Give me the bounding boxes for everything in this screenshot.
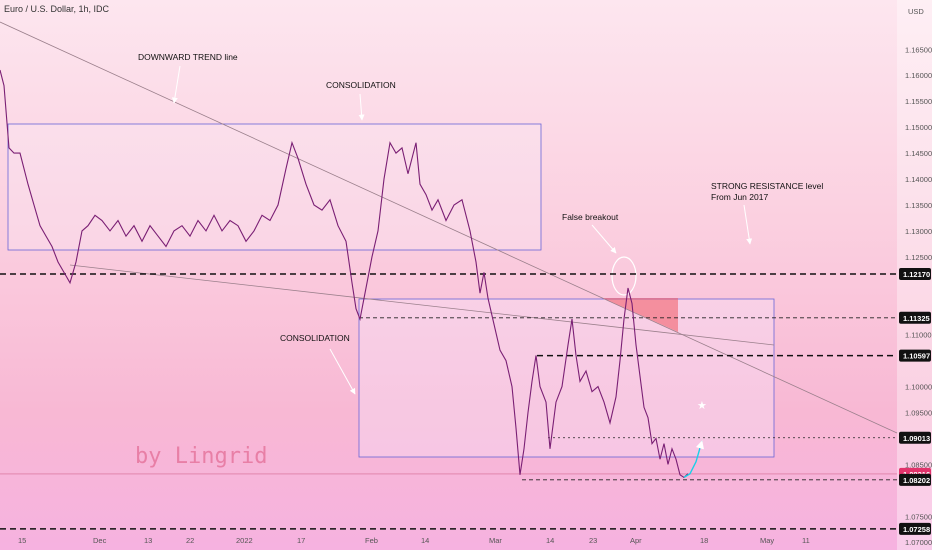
level-badge-label-3: 1.09013 — [903, 434, 930, 443]
x-tick-label: 14 — [421, 536, 429, 545]
star-icon: ★ — [697, 400, 707, 412]
y-tick-label: 1.16000 — [905, 71, 932, 80]
downward-trend-line — [0, 21, 898, 434]
currency-label: USD — [908, 7, 924, 16]
y-tick-label: 1.07500 — [905, 512, 932, 521]
level-badge-label-0: 1.12170 — [903, 270, 930, 279]
levels-layer — [0, 273, 897, 530]
y-axis: 1.16500 1.16000 1.15500 1.15000 1.14500 1.140… — [905, 45, 932, 547]
annotation-consolidation-top: CONSOLIDATION — [326, 80, 396, 90]
level-badge-3 — [899, 431, 931, 444]
x-tick-label: 23 — [589, 536, 597, 545]
chart-title: Euro / U.S. Dollar, 1h, IDC — [4, 4, 110, 14]
level-badge-label-1: 1.11325 — [903, 314, 930, 323]
annotation-resistance-line2: From Jun 2017 — [711, 192, 768, 202]
false-breakout-zone — [603, 298, 678, 332]
level-badge-1 — [899, 311, 931, 324]
y-tick-label: 1.13000 — [905, 227, 932, 236]
y-tick-label: 1.08500 — [905, 460, 932, 469]
y-tick-label: 1.10000 — [905, 383, 932, 392]
y-tick-label: 1.12500 — [905, 253, 932, 262]
x-tick-label: 18 — [700, 536, 708, 545]
x-tick-label: 15 — [18, 536, 26, 545]
x-tick-label: Apr — [630, 536, 642, 545]
level-badge-0 — [899, 267, 931, 280]
y-tick-label: 1.16500 — [905, 45, 932, 54]
x-tick-label: 13 — [144, 536, 152, 545]
annotation-false-breakout: False breakout — [562, 212, 619, 222]
y-tick-label: 1.14500 — [905, 149, 932, 158]
consolidation-box-bottom — [358, 298, 775, 458]
x-tick-label: Dec — [93, 536, 107, 545]
false-breakout-circle — [611, 256, 637, 296]
annotation-consolidation-bottom: CONSOLIDATION — [280, 333, 350, 343]
annotation-false-breakout-arrow — [591, 224, 617, 254]
level-badge-6 — [899, 522, 931, 535]
y-tick-label: 1.14000 — [905, 175, 932, 184]
x-tick-label: 22 — [186, 536, 194, 545]
x-axis: 15 Dec 13 22 2022 17 Feb 14 Mar 14 23 Apr 18 May 11 — [18, 536, 810, 545]
annotation-resistance-arrow — [743, 204, 753, 245]
annotation-consolidation-bottom-arrow — [329, 348, 356, 395]
lower-trend-line — [69, 264, 775, 346]
level-badge-label-5: 1.08202 — [903, 476, 930, 485]
y-tick-label: 1.07000 — [905, 538, 932, 547]
annotation-resistance-line1: STRONG RESISTANCE level — [711, 181, 823, 191]
x-tick-label: 14 — [546, 536, 554, 545]
y-tick-label: 1.09500 — [905, 409, 932, 418]
annotation-downtrend: DOWNWARD TREND line — [138, 52, 238, 62]
price-series-line — [0, 69, 689, 479]
annotation-consolidation-top-arrow — [358, 93, 365, 121]
level-badge-2 — [899, 349, 931, 362]
x-tick-label: 17 — [297, 536, 305, 545]
x-tick-label: 2022 — [236, 536, 253, 545]
y-tick-label: 1.15500 — [905, 97, 932, 106]
watermark: by Lingrid — [135, 444, 267, 469]
consolidation-box-top — [7, 123, 542, 251]
x-tick-label: Feb — [365, 536, 378, 545]
level-badge-5 — [899, 473, 931, 486]
y-tick-label: 1.11000 — [905, 331, 932, 340]
x-tick-label: 11 — [802, 536, 810, 545]
y-tick-label: 1.13500 — [905, 201, 932, 210]
annotation-downtrend-arrow — [171, 65, 181, 104]
level-badges: 1.121701.113251.105971.090131.083161.082… — [899, 267, 931, 535]
x-tick-label: May — [760, 536, 774, 545]
level-badge-label-6: 1.07258 — [903, 525, 930, 534]
y-tick-label: 1.15000 — [905, 123, 932, 132]
x-tick-label: Mar — [489, 536, 502, 545]
level-badge-label-2: 1.10597 — [903, 352, 930, 361]
forecast-arrow — [683, 440, 704, 478]
